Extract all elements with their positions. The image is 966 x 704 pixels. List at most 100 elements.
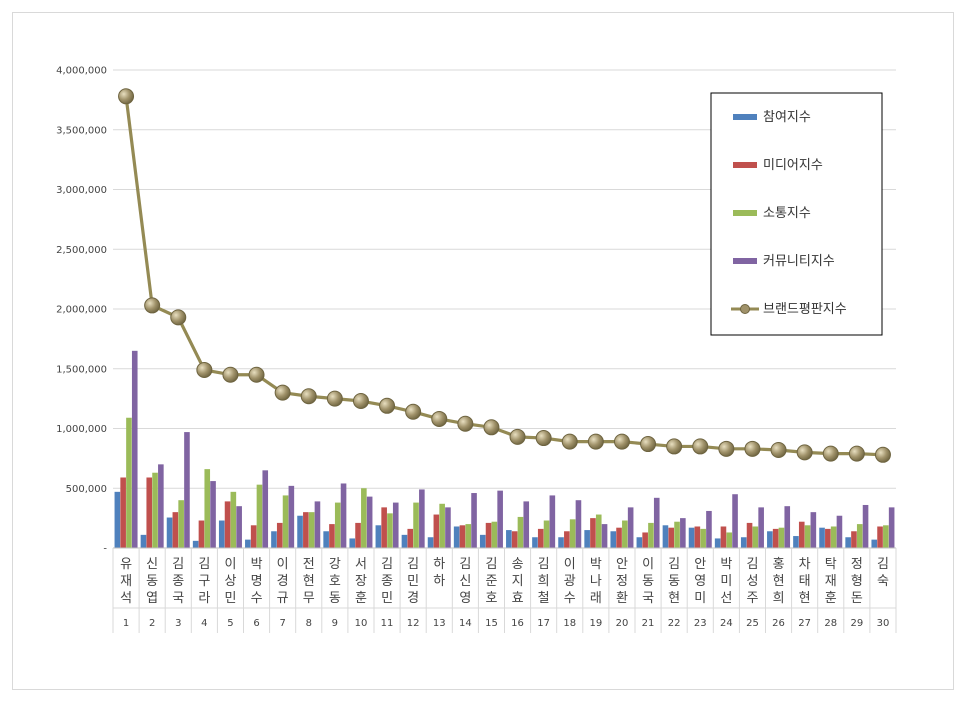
x-axis: 유 재 석 1 신 동 엽 2 김 종 국 3 김 구 라 4 이 상 민 5 박 명 수 6 이 경 규 7 전 현 무 8 강 호 동 9 서 장 훈 1… [112,547,897,633]
y-tick-label: 1,000,000 [56,424,107,435]
bar [276,522,283,548]
legend-swatch [733,258,757,264]
legend-label: 커뮤니티지수 [763,254,835,269]
bar [804,525,811,548]
bar [558,537,564,548]
bar [648,522,654,548]
x-rank-label: 20 [616,618,629,629]
bar [361,488,367,548]
bar [819,527,825,548]
bar [204,469,211,548]
brand-index-point [535,430,552,447]
bar [523,501,530,548]
bar [314,501,321,548]
bar [622,520,628,548]
x-rank-label: 28 [824,618,837,629]
brand-index-point [848,445,865,462]
x-rank-label: 6 [253,618,259,629]
x-rank-label: 22 [668,618,681,629]
x-rank-label: 21 [642,618,655,629]
bar [877,526,883,548]
bar [375,525,382,548]
x-rank-label: 2 [149,618,155,629]
bar [445,507,451,548]
bar [271,531,277,548]
bar [459,525,466,548]
x-rank-label: 17 [537,618,550,629]
bar [511,531,518,548]
brand-index-point [352,393,369,410]
x-rank-label: 15 [485,618,498,629]
bar [114,491,121,548]
bar [668,527,675,548]
bar [166,517,173,548]
bar [471,493,477,548]
brand-index-point [561,433,578,450]
legend-swatch [733,162,757,168]
x-rank-label: 29 [850,618,863,629]
bar [851,531,857,548]
bar [282,495,289,548]
bar [700,528,706,548]
bar [680,518,686,548]
bar [392,502,399,548]
bar [883,525,889,548]
bar [288,485,295,548]
legend-label: 미디어지수 [763,158,823,173]
brand-index-point [431,410,448,427]
bar [366,496,373,548]
brand-index-point [796,444,813,461]
bar [758,507,764,548]
bar [224,501,231,548]
bar [491,521,498,548]
bar [543,520,550,548]
bar [688,527,695,548]
x-rank-label: 9 [332,618,338,629]
y-tick-label: - [103,544,107,555]
brand-index-point [144,297,161,314]
bar [506,530,512,548]
brand-index-point [222,366,239,383]
x-rank-label: 19 [589,618,602,629]
bar [120,477,126,548]
bar [198,520,205,548]
x-rank-label: 13 [433,618,446,629]
chart-frame: - 500,000 1,000,000 1,500,000 2,000,000 2,500… [12,12,954,690]
bar [537,528,544,548]
legend-label: 소통지수 [763,206,811,221]
bar [767,531,773,548]
brand-index-point [770,442,787,459]
bar [303,512,309,548]
brand-index-point [509,428,526,445]
x-rank-label: 3 [175,618,181,629]
brand-reputation-chart: - 500,000 1,000,000 1,500,000 2,000,000 2,500… [56,66,897,633]
bar [236,506,242,548]
bar [497,490,503,548]
legend-label: 브랜드평판지수 [763,302,847,317]
bar [308,512,315,548]
bar [825,528,831,548]
brand-index-point [118,88,135,105]
bar [584,530,590,548]
x-rank-label: 26 [772,618,785,629]
bar [131,350,138,548]
bar [772,528,779,548]
bar [262,470,269,548]
x-rank-label: 24 [720,618,733,629]
brand-index-point [248,366,265,383]
bar [178,500,184,548]
bar [871,539,878,548]
bar [726,532,733,548]
bar [401,534,408,548]
